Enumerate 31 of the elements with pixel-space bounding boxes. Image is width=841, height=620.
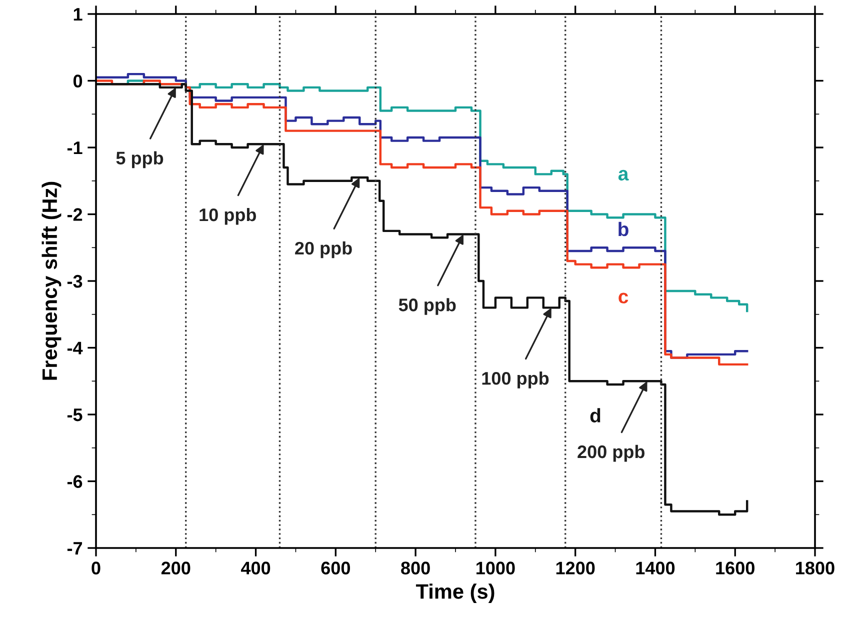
y-tick-label: -1 (67, 142, 82, 154)
series-label: d (590, 408, 600, 422)
x-tick-label: 0 (92, 562, 100, 574)
annotation: 10 ppb (200, 208, 256, 225)
y-tick-label: -2 (67, 208, 82, 221)
x-tick-label: 800 (401, 562, 430, 574)
y-axis-title: Frequency shift (Hz) (42, 182, 62, 380)
y-tick-label: 0 (73, 74, 82, 88)
series-label: a (618, 170, 629, 181)
x-tick-label: 1400 (636, 562, 675, 574)
annotation: 20 ppb (295, 241, 352, 258)
series-label: b (618, 222, 628, 236)
x-axis-title: Time (s) (416, 584, 494, 603)
annotation: 200 ppb (578, 444, 644, 462)
y-tick-label: -6 (67, 475, 82, 488)
y-tick-label: -5 (67, 408, 82, 422)
annotation: 5 ppb (116, 151, 164, 168)
y-tick-label: 1 (74, 8, 82, 21)
annotation: 100 ppb (482, 372, 549, 388)
x-tick-label: 1000 (476, 562, 515, 574)
y-tick-label: -3 (67, 274, 82, 288)
annotation: 50 ppb (398, 298, 456, 315)
x-tick-label: 1200 (556, 562, 595, 574)
x-tick-label: 600 (321, 562, 350, 574)
y-tick-label: -7 (67, 542, 82, 555)
series-label: c (618, 292, 628, 304)
y-tick-label: -4 (67, 342, 83, 354)
x-tick-label: 200 (161, 562, 190, 574)
x-tick-label: 1800 (796, 562, 834, 574)
x-tick-label: 1600 (716, 562, 754, 574)
x-tick-label: 400 (240, 562, 270, 574)
